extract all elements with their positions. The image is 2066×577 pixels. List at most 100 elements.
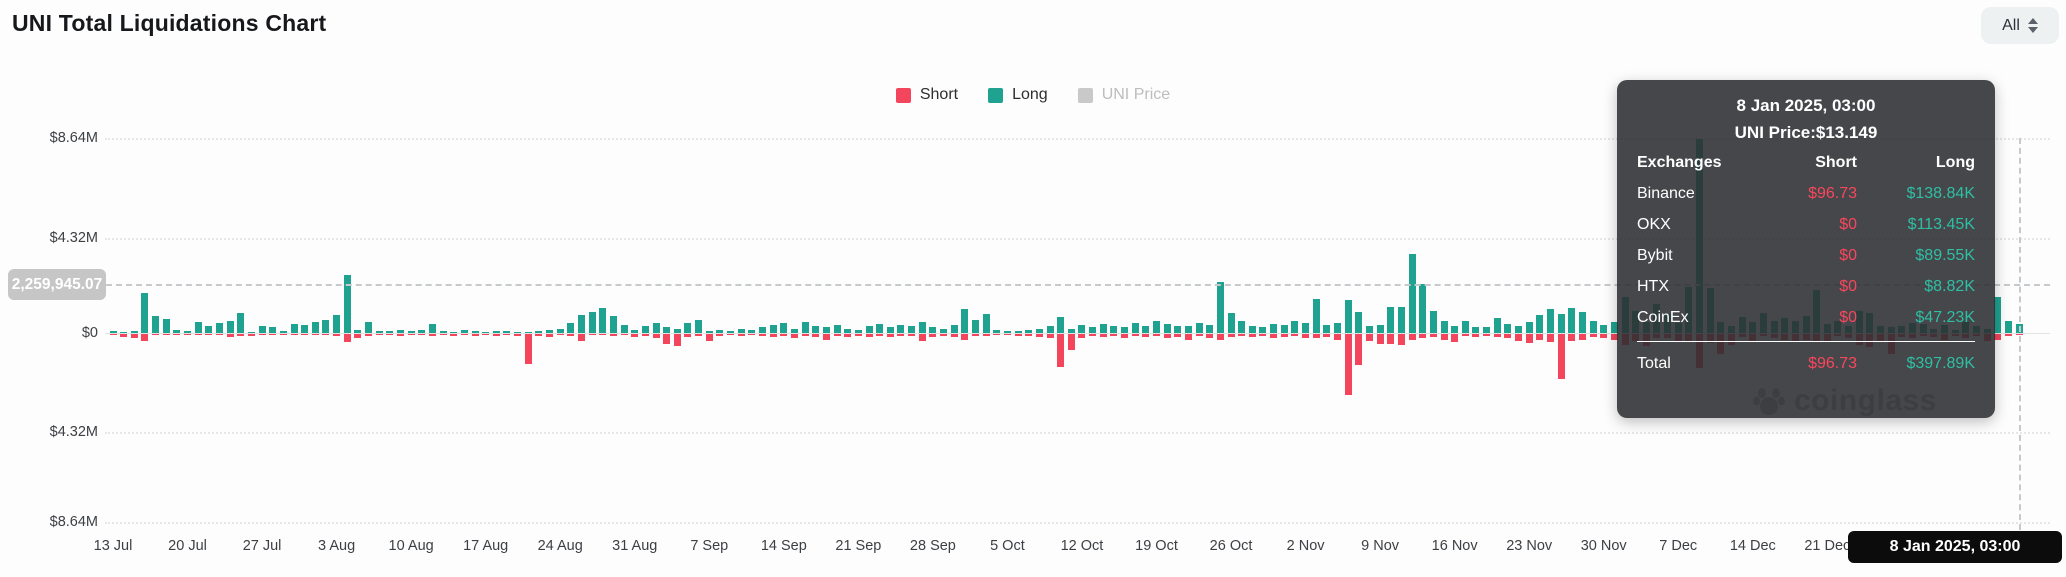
short-liquidation-bar[interactable] — [1174, 334, 1182, 338]
long-liquidation-bar[interactable] — [2004, 320, 2012, 333]
long-liquidation-bar[interactable] — [514, 331, 522, 333]
long-liquidation-bar[interactable] — [567, 322, 575, 333]
long-liquidation-bar[interactable] — [1099, 324, 1107, 333]
long-liquidation-bar[interactable] — [162, 319, 170, 333]
short-liquidation-bar[interactable] — [748, 334, 756, 336]
short-liquidation-bar[interactable] — [524, 334, 532, 365]
short-liquidation-bar[interactable] — [1323, 334, 1331, 338]
long-liquidation-bar[interactable] — [396, 329, 404, 333]
long-liquidation-bar[interactable] — [684, 322, 692, 333]
long-liquidation-bar[interactable] — [1397, 307, 1405, 333]
short-liquidation-bar[interactable] — [471, 334, 479, 336]
long-liquidation-bar[interactable] — [631, 330, 639, 333]
short-liquidation-bar[interactable] — [205, 334, 213, 335]
short-liquidation-bar[interactable] — [1035, 334, 1043, 338]
long-liquidation-bar[interactable] — [524, 331, 532, 333]
long-liquidation-bar[interactable] — [173, 329, 181, 333]
long-liquidation-bar[interactable] — [311, 321, 319, 333]
long-liquidation-bar[interactable] — [1195, 322, 1203, 333]
long-liquidation-bar[interactable] — [588, 311, 596, 333]
short-liquidation-bar[interactable] — [918, 334, 926, 341]
short-liquidation-bar[interactable] — [684, 334, 692, 338]
short-liquidation-bar[interactable] — [673, 334, 681, 347]
long-liquidation-bar[interactable] — [982, 313, 990, 333]
long-liquidation-bar[interactable] — [546, 330, 554, 333]
short-liquidation-bar[interactable] — [1195, 334, 1203, 337]
short-liquidation-bar[interactable] — [876, 334, 884, 336]
long-liquidation-bar[interactable] — [428, 324, 436, 333]
long-liquidation-bar[interactable] — [1440, 320, 1448, 333]
short-liquidation-bar[interactable] — [460, 334, 468, 336]
short-liquidation-bar[interactable] — [1419, 334, 1427, 339]
short-liquidation-bar[interactable] — [1110, 334, 1118, 337]
short-liquidation-bar[interactable] — [663, 334, 671, 345]
legend-item-uni-price[interactable]: UNI Price — [1077, 86, 1170, 104]
short-liquidation-bar[interactable] — [1578, 334, 1586, 340]
long-liquidation-bar[interactable] — [215, 322, 223, 333]
long-liquidation-bar[interactable] — [1089, 327, 1097, 333]
long-liquidation-bar[interactable] — [503, 331, 511, 333]
short-liquidation-bar[interactable] — [1099, 334, 1107, 338]
short-liquidation-bar[interactable] — [897, 334, 905, 337]
short-liquidation-bar[interactable] — [1515, 334, 1523, 341]
short-liquidation-bar[interactable] — [609, 334, 617, 336]
short-liquidation-bar[interactable] — [971, 334, 979, 337]
short-liquidation-bar[interactable] — [247, 334, 255, 337]
long-liquidation-bar[interactable] — [1131, 322, 1139, 333]
short-liquidation-bar[interactable] — [1589, 334, 1597, 338]
short-liquidation-bar[interactable] — [886, 334, 894, 338]
short-liquidation-bar[interactable] — [812, 334, 820, 338]
long-liquidation-bar[interactable] — [1515, 326, 1523, 333]
short-liquidation-bar[interactable] — [279, 334, 287, 335]
long-liquidation-bar[interactable] — [1248, 326, 1256, 333]
short-liquidation-bar[interactable] — [1610, 334, 1618, 340]
short-liquidation-bar[interactable] — [1600, 334, 1608, 339]
long-liquidation-bar[interactable] — [1451, 326, 1459, 333]
short-liquidation-bar[interactable] — [1312, 334, 1320, 339]
legend-item-long[interactable]: Long — [988, 86, 1048, 104]
short-liquidation-bar[interactable] — [2004, 334, 2012, 337]
short-liquidation-bar[interactable] — [1216, 334, 1224, 340]
short-liquidation-bar[interactable] — [1365, 334, 1373, 341]
short-liquidation-bar[interactable] — [492, 334, 500, 336]
long-liquidation-bar[interactable] — [1376, 325, 1384, 333]
long-liquidation-bar[interactable] — [673, 328, 681, 333]
long-liquidation-bar[interactable] — [1536, 315, 1544, 333]
long-liquidation-bar[interactable] — [1078, 325, 1086, 333]
short-liquidation-bar[interactable] — [162, 334, 170, 336]
short-liquidation-bar[interactable] — [1461, 334, 1469, 337]
long-liquidation-bar[interactable] — [865, 326, 873, 333]
short-liquidation-bar[interactable] — [1248, 334, 1256, 338]
short-liquidation-bar[interactable] — [1408, 334, 1416, 340]
short-liquidation-bar[interactable] — [620, 334, 628, 336]
long-liquidation-bar[interactable] — [1110, 326, 1118, 333]
long-liquidation-bar[interactable] — [322, 319, 330, 333]
long-liquidation-bar[interactable] — [279, 330, 287, 333]
long-liquidation-bar[interactable] — [1163, 324, 1171, 333]
long-liquidation-bar[interactable] — [152, 316, 160, 333]
short-liquidation-bar[interactable] — [311, 334, 319, 336]
long-liquidation-bar[interactable] — [1227, 312, 1235, 333]
short-liquidation-bar[interactable] — [1397, 334, 1405, 346]
long-liquidation-bar[interactable] — [184, 330, 192, 333]
long-liquidation-bar[interactable] — [1121, 327, 1129, 333]
long-liquidation-bar[interactable] — [109, 331, 117, 333]
long-liquidation-bar[interactable] — [620, 325, 628, 333]
short-liquidation-bar[interactable] — [1131, 334, 1139, 337]
long-liquidation-bar[interactable] — [535, 330, 543, 333]
long-liquidation-bar[interactable] — [1057, 317, 1065, 333]
short-liquidation-bar[interactable] — [727, 334, 735, 336]
short-liquidation-bar[interactable] — [1429, 334, 1437, 338]
long-liquidation-bar[interactable] — [1589, 320, 1597, 333]
short-liquidation-bar[interactable] — [780, 334, 788, 336]
long-liquidation-bar[interactable] — [1014, 331, 1022, 333]
long-liquidation-bar[interactable] — [1578, 311, 1586, 333]
long-liquidation-bar[interactable] — [1994, 297, 2002, 333]
short-liquidation-bar[interactable] — [982, 334, 990, 336]
short-liquidation-bar[interactable] — [567, 334, 575, 337]
short-liquidation-bar[interactable] — [578, 334, 585, 341]
short-liquidation-bar[interactable] — [375, 334, 383, 336]
short-liquidation-bar[interactable] — [365, 334, 373, 337]
short-liquidation-bar[interactable] — [854, 334, 862, 336]
long-liquidation-bar[interactable] — [833, 325, 841, 333]
